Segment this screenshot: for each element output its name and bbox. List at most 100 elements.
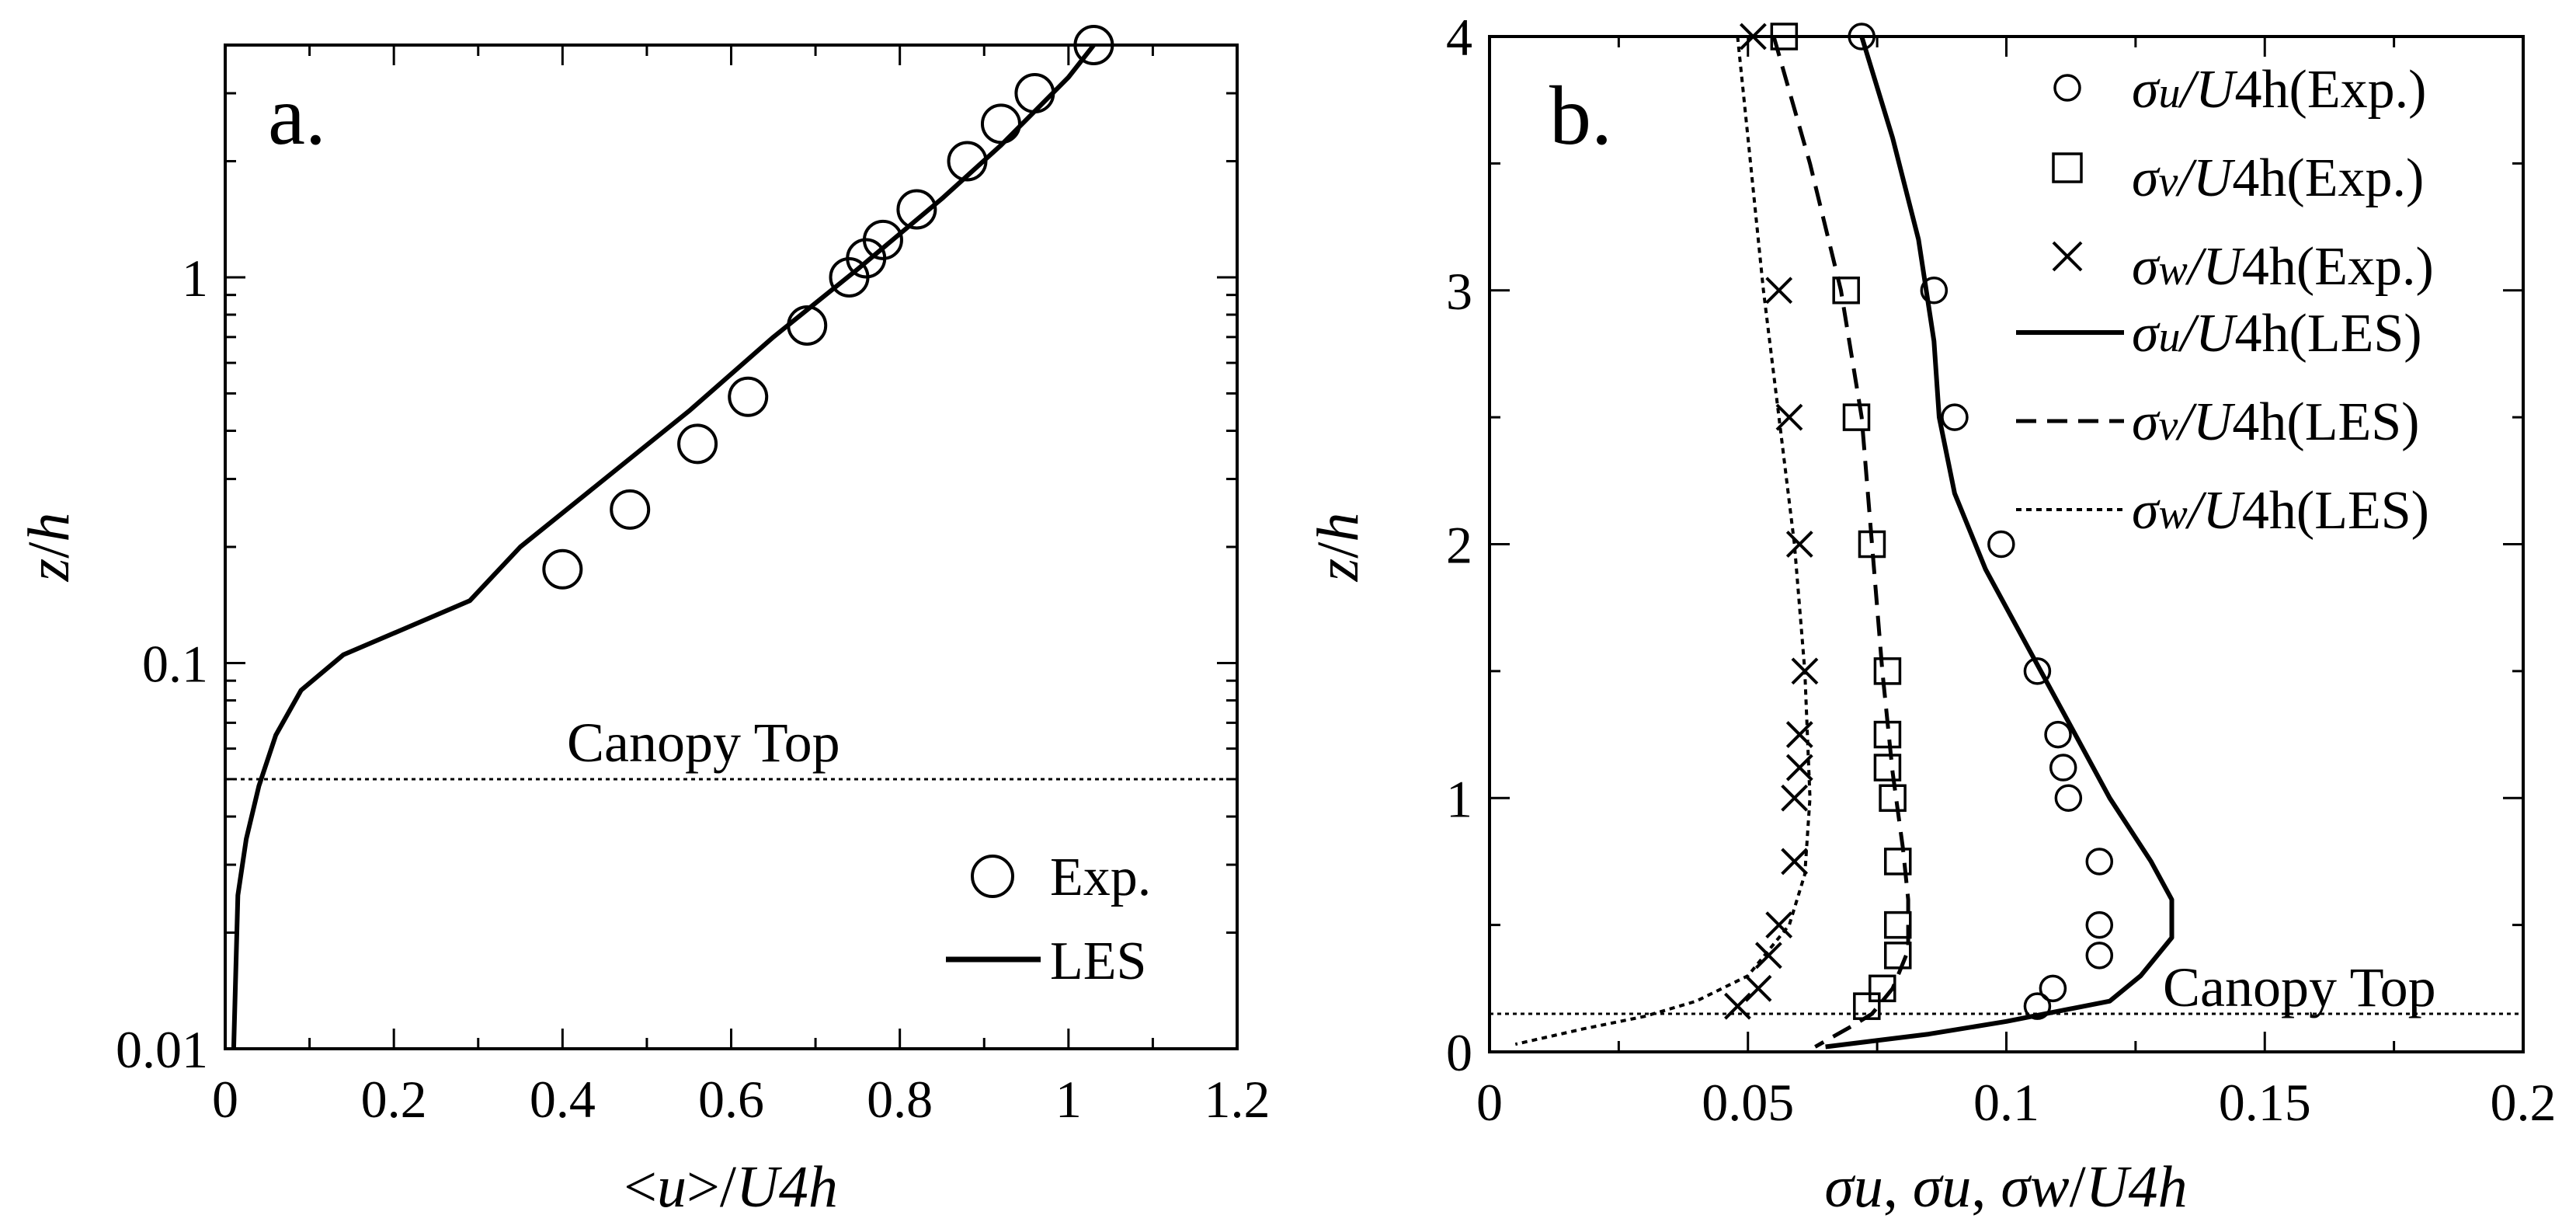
data-point-square — [1883, 848, 1912, 876]
data-point-circle — [2023, 992, 2052, 1020]
data-point-circle — [896, 189, 937, 230]
legend-rest: /U — [2178, 304, 2238, 364]
data-point-cross — [1765, 277, 1793, 305]
data-point-square — [1832, 277, 1860, 305]
y-tick-label: 1 — [182, 249, 208, 308]
canopy-top-label: Canopy Top — [567, 712, 840, 774]
series-layer — [1490, 23, 2523, 1050]
x-label-sep2: , — [1971, 1154, 2001, 1220]
tick-labels: 0 0.2 0.4 0.6 0.8 1 1.2 0.01 0.1 1 — [116, 249, 1271, 1129]
legend-label: σw/U4h(Exp.) — [2132, 237, 2434, 297]
legend-sub: v — [2159, 402, 2178, 450]
data-point-square — [1883, 942, 1912, 970]
data-point-cross — [1744, 974, 1772, 1002]
legend-sigma: σ — [2132, 304, 2161, 364]
x-tick-label: 0.8 — [867, 1070, 933, 1129]
y-label-a: z — [16, 559, 82, 583]
data-point-cross — [1781, 848, 1809, 876]
x-label-pre: < — [624, 1154, 657, 1220]
y-axis-label: z/h — [1305, 513, 1371, 583]
data-point-circle — [2085, 910, 2114, 939]
data-point-circle — [1073, 25, 1114, 65]
legend-marker-exp — [971, 855, 1014, 898]
x-tick-label: 0.6 — [698, 1070, 764, 1129]
legend-marker-sigma-v-exp — [2052, 152, 2083, 183]
data-point-circle — [1014, 73, 1055, 114]
data-point-circle — [980, 103, 1021, 144]
series-layer — [225, 25, 1237, 1050]
y-axis-label: z/h — [16, 513, 82, 583]
data-point-circle — [2054, 784, 2083, 812]
y-tick-label: 1 — [1446, 769, 1472, 828]
series-line-solid — [1825, 36, 2174, 1050]
y-label-b: h — [1305, 513, 1371, 542]
data-point-circle — [2023, 657, 2052, 685]
x-tick-label: 0 — [1476, 1073, 1503, 1132]
x-tick-label: 1.2 — [1205, 1070, 1271, 1129]
data-point-circle — [610, 489, 651, 530]
x-label-den: U4h — [736, 1154, 838, 1220]
panel-a: 0 0.2 0.4 0.6 0.8 1 1.20.010.11 a. Canopy Top … — [16, 25, 1271, 1220]
legend-tail: 4h(Exp.) — [2232, 148, 2424, 208]
data-point-square — [1842, 403, 1871, 431]
legend-sigma: σ — [2132, 60, 2161, 120]
y-label-sep: / — [16, 541, 82, 559]
legend-rest: /U — [2174, 148, 2235, 208]
x-label-s2: σu — [1913, 1154, 1971, 1220]
x-tick-label: 1 — [1055, 1070, 1082, 1129]
data-point-cross — [1781, 784, 1809, 812]
data-point-cross — [1739, 23, 1767, 50]
y-label-sep: / — [1305, 541, 1371, 559]
legend-rest: /U — [2174, 392, 2235, 452]
legend-sigma: σ — [2132, 481, 2161, 541]
x-label-s3: σw — [2001, 1154, 2069, 1220]
tick-labels: 0 0.05 0.1 0.15 0.2 0 1 2 3 4 — [1446, 8, 2557, 1132]
series-line-dashed — [1771, 36, 1910, 1049]
canopy-top-label: Canopy Top — [2163, 956, 2436, 1018]
data-point-circle — [2085, 848, 2114, 876]
x-tick-label: 0.2 — [2491, 1073, 2557, 1132]
legend-label: σv/U4h(Exp.) — [2132, 148, 2424, 208]
data-point-circle — [1987, 530, 2015, 559]
legend-sigma: σ — [2132, 392, 2161, 452]
data-point-cross — [1775, 403, 1803, 431]
legend-rest: /U — [2185, 481, 2245, 541]
data-point-circle — [2044, 720, 2072, 749]
data-point-cross — [1765, 911, 1793, 939]
x-tick-label: 0.15 — [2219, 1073, 2311, 1132]
y-tick-label: 2 — [1446, 516, 1472, 575]
x-tick-label: 0 — [212, 1070, 238, 1129]
legend-label: σw/U4h(LES) — [2132, 481, 2429, 541]
series-line-solid — [231, 44, 1096, 1050]
x-label-s1: σu — [1824, 1154, 1882, 1220]
legend-rest: /U — [2178, 60, 2238, 120]
data-point-circle — [2039, 974, 2067, 1003]
y-tick-label: 0.1 — [142, 634, 208, 693]
legend-sigma: σ — [2132, 237, 2161, 297]
x-label-mid: >/ — [687, 1154, 737, 1220]
data-point-square — [1873, 657, 1902, 685]
data-point-square — [1770, 23, 1799, 50]
data-point-circle — [1848, 23, 1876, 50]
legend-sigma: σ — [2132, 148, 2161, 208]
legend-label-exp: Exp. — [1050, 848, 1151, 907]
series-line-dotted — [1514, 36, 1812, 1046]
y-label-a: z — [1305, 559, 1371, 583]
legend-label: σu/U4h(Exp.) — [2132, 60, 2426, 120]
data-point-cross — [1754, 942, 1782, 970]
y-tick-label: 4 — [1446, 8, 1472, 67]
data-point-circle — [2085, 942, 2114, 970]
data-point-cross — [1785, 531, 1813, 558]
legend: Exp. LES — [946, 848, 1151, 991]
x-axis-label: σu, σu, σw/U4h — [1824, 1154, 2187, 1220]
panel-letter: b. — [1549, 70, 1612, 162]
y-tick-label: 0 — [1446, 1023, 1472, 1082]
panel-letter: a. — [268, 70, 326, 162]
data-point-square — [1873, 754, 1902, 782]
legend-tail: 4h(Exp.) — [2242, 237, 2434, 297]
legend-sub: w — [2159, 246, 2188, 294]
y-tick-label: 0.01 — [116, 1020, 208, 1079]
x-label-slash: / — [2070, 1154, 2087, 1220]
